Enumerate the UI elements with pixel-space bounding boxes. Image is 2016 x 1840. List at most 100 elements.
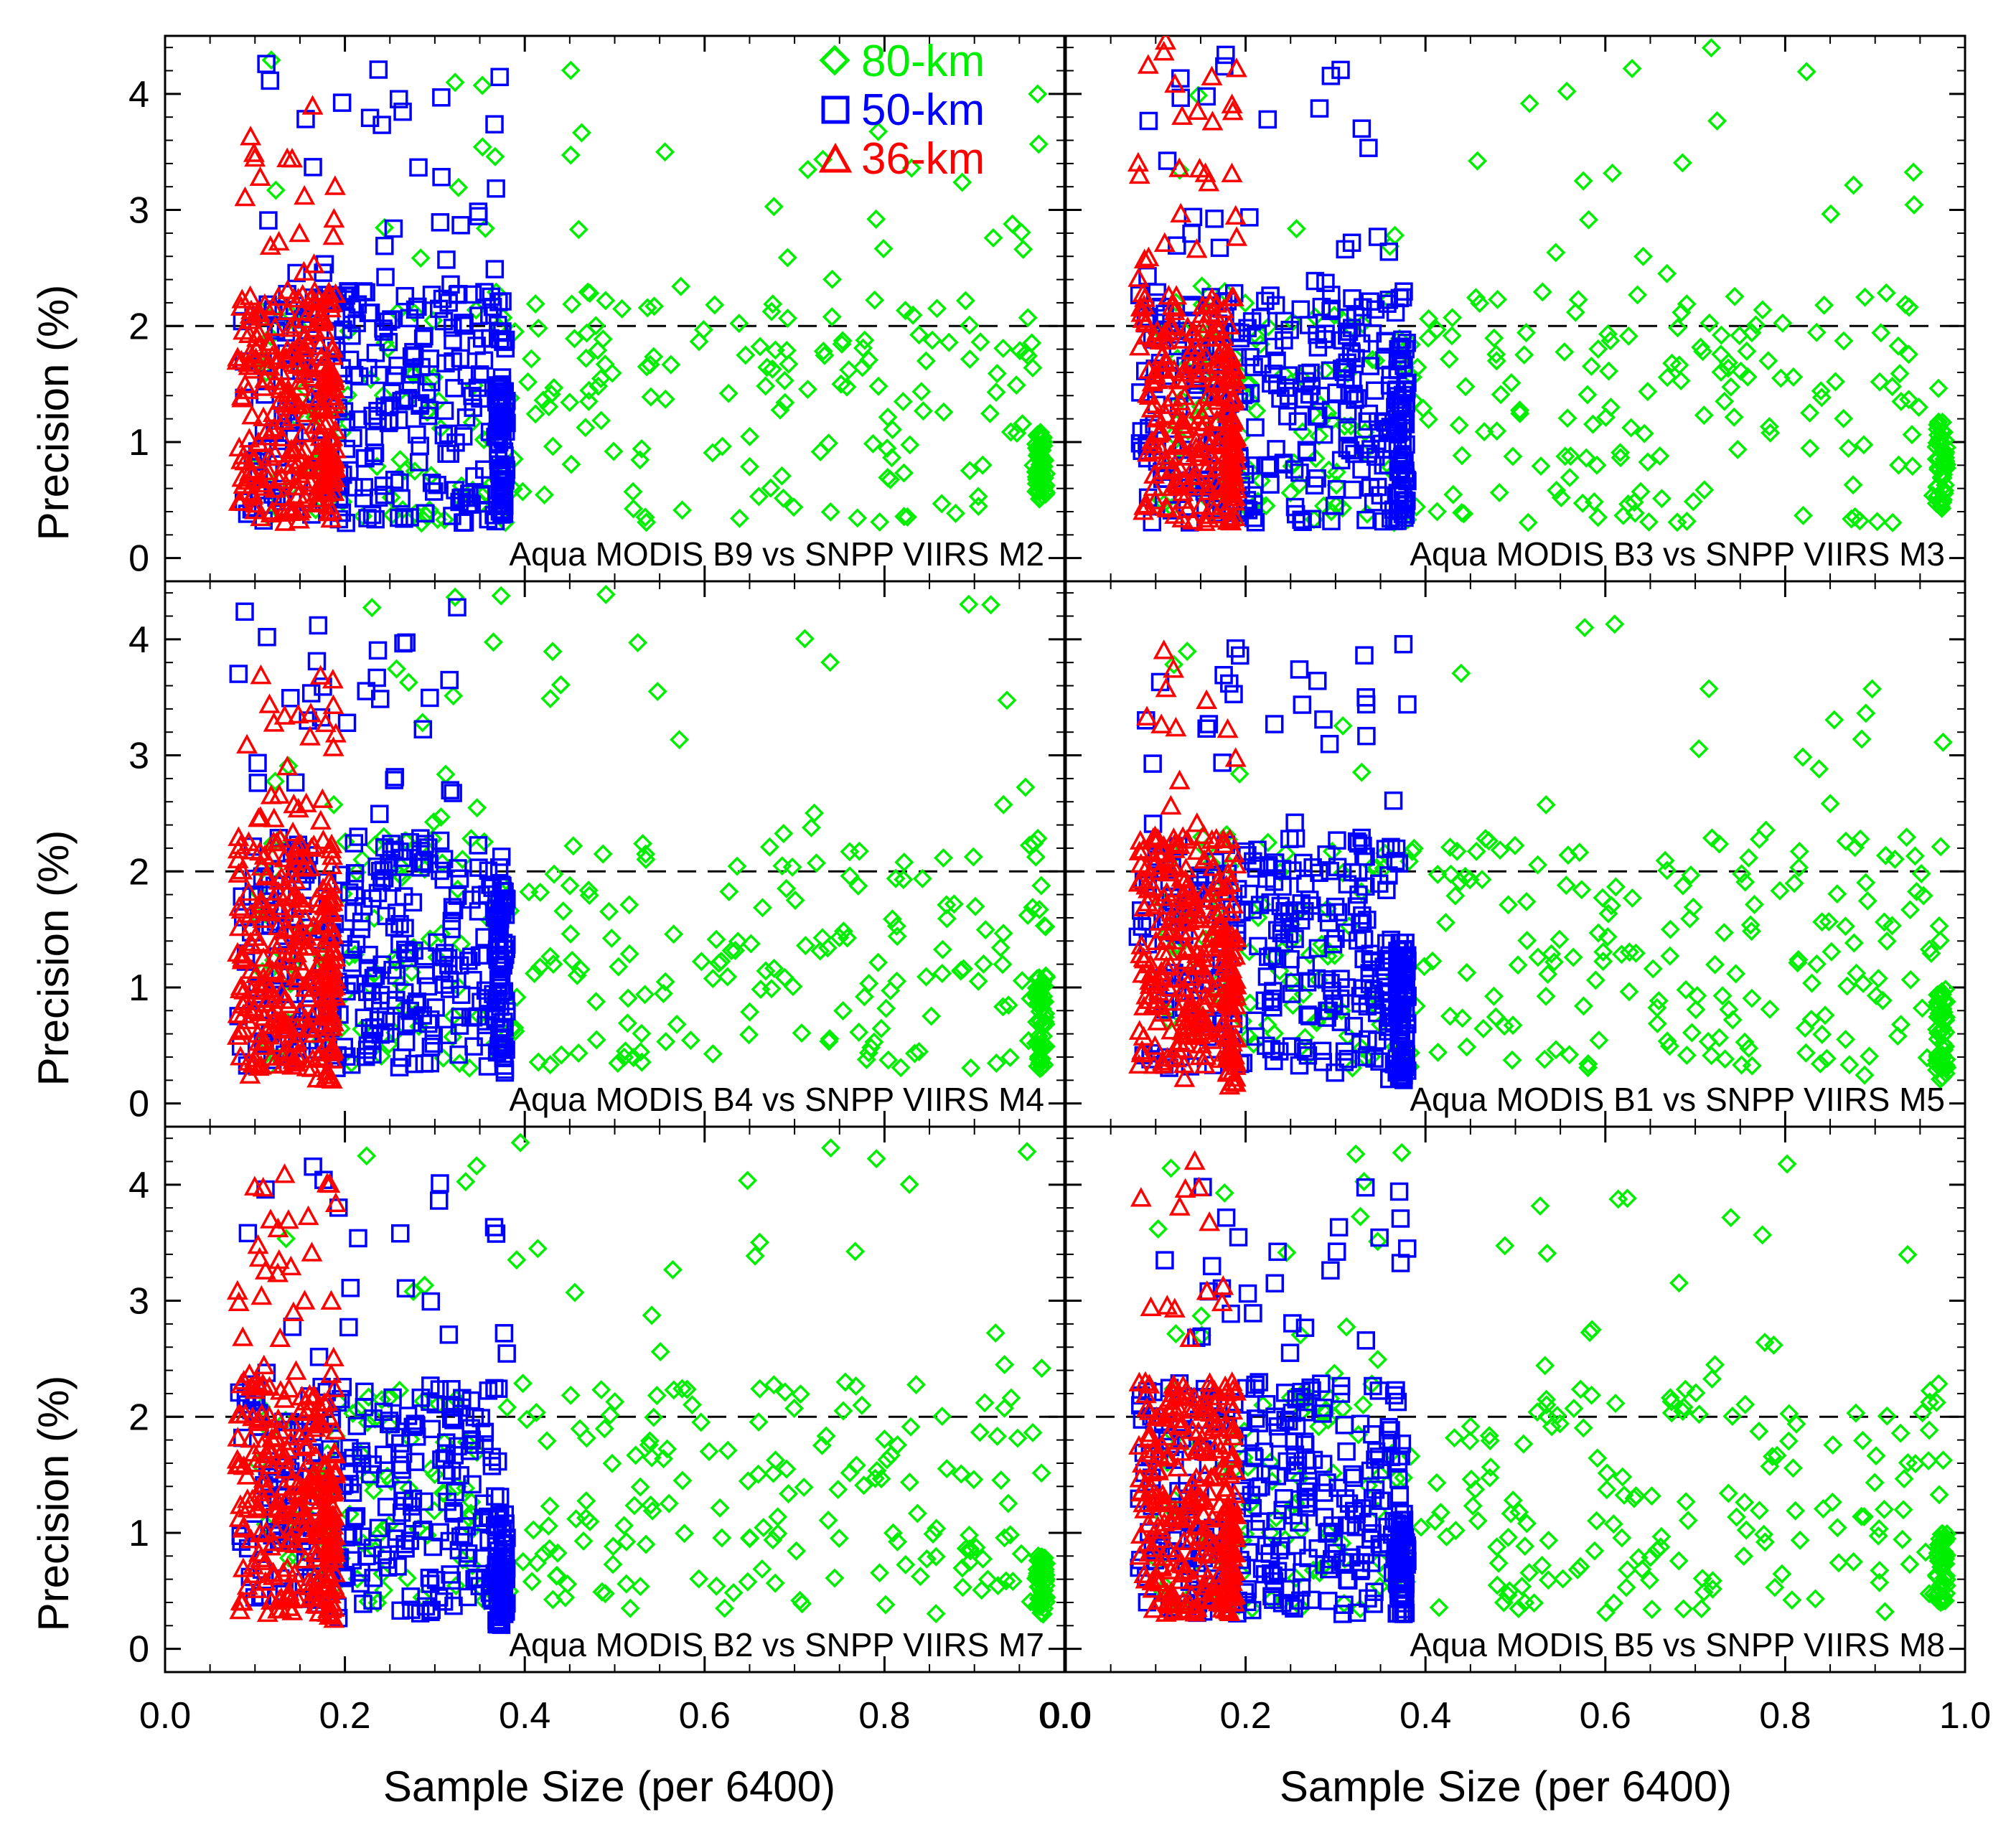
36km-marker — [303, 291, 325, 311]
36km-marker — [1143, 393, 1166, 413]
36km-marker — [1160, 954, 1181, 975]
50km-marker — [344, 834, 364, 853]
36km-marker — [283, 885, 306, 905]
36km-marker — [244, 146, 266, 167]
80km-marker — [775, 1382, 795, 1402]
80km-marker — [1547, 480, 1567, 500]
80km-marker — [1032, 1057, 1052, 1077]
80km-marker — [766, 1450, 786, 1470]
36km-marker — [264, 316, 286, 337]
80km-marker — [1427, 502, 1447, 522]
80km-marker — [591, 1380, 611, 1400]
36km-marker — [1193, 824, 1215, 844]
50km-marker — [1199, 715, 1219, 733]
36km-marker — [1171, 507, 1194, 527]
36km-marker — [1158, 854, 1180, 874]
80km-marker — [893, 392, 913, 412]
36km-marker — [321, 854, 343, 875]
80km-marker — [1016, 777, 1036, 797]
80km-marker — [636, 844, 656, 864]
36km-marker — [1186, 812, 1208, 832]
50km-marker — [1335, 1053, 1354, 1071]
50km-marker — [1384, 791, 1403, 810]
50km-marker — [1292, 510, 1311, 530]
80km-marker — [1560, 446, 1580, 466]
80km-marker — [1809, 759, 1829, 779]
80km-marker — [1819, 911, 1839, 931]
80km-marker — [922, 330, 942, 350]
80km-marker — [630, 1477, 650, 1497]
50km-marker — [355, 478, 374, 497]
80km-marker — [926, 1604, 946, 1624]
80km-marker — [1870, 372, 1890, 392]
80km-marker — [709, 953, 729, 973]
50km-marker — [286, 773, 305, 792]
80km-marker — [960, 1541, 980, 1561]
50km-marker — [444, 318, 462, 337]
80km-marker — [718, 967, 738, 987]
50km-marker — [248, 754, 267, 773]
50km-marker — [1380, 1069, 1399, 1089]
36km-marker — [294, 184, 316, 205]
50km-marker — [1320, 735, 1339, 754]
80km-marker — [1710, 1028, 1730, 1048]
36km-marker — [1221, 162, 1243, 183]
80km-marker — [1519, 93, 1539, 113]
80km-marker — [339, 1504, 360, 1524]
80km-marker — [1449, 416, 1469, 436]
36km-marker — [281, 147, 304, 168]
80km-marker — [787, 1541, 807, 1561]
80km-marker — [1546, 243, 1566, 263]
36km-marker — [253, 966, 275, 987]
50km-marker — [383, 960, 402, 980]
80km-marker — [729, 314, 749, 334]
80km-marker — [1028, 987, 1049, 1007]
50km-marker — [1265, 337, 1284, 357]
36km-marker — [308, 492, 330, 513]
36km-marker — [303, 834, 325, 855]
80km-marker — [661, 355, 681, 375]
50km-marker — [492, 505, 511, 524]
50km-marker — [1338, 875, 1357, 894]
80km-marker — [1033, 991, 1054, 1011]
50km-marker — [432, 168, 451, 187]
80km-marker — [896, 301, 915, 321]
50km-marker — [374, 477, 393, 495]
36km-marker — [287, 703, 309, 724]
36km-marker — [286, 835, 308, 855]
80km-marker — [1611, 443, 1631, 463]
50km-marker — [231, 1037, 250, 1056]
80km-marker — [602, 1453, 622, 1473]
80km-marker — [1505, 835, 1525, 855]
80km-marker — [689, 1569, 709, 1589]
80km-marker — [635, 507, 655, 527]
80km-marker — [876, 1595, 896, 1615]
36km-marker — [1225, 57, 1247, 78]
50km-marker — [492, 391, 512, 410]
36km-marker — [294, 439, 316, 459]
36km-marker — [1223, 435, 1245, 456]
y-tick-label: 4 — [128, 619, 149, 661]
50km-marker — [1300, 891, 1319, 909]
36km-marker — [1221, 347, 1243, 367]
80km-marker — [616, 1531, 637, 1552]
50km-marker — [397, 944, 416, 962]
50km-marker — [1252, 355, 1272, 374]
80km-marker — [619, 944, 639, 964]
50km-marker — [1310, 863, 1328, 882]
80km-marker — [1732, 864, 1752, 884]
80km-marker — [1900, 900, 1920, 920]
80km-marker — [968, 497, 988, 517]
36km-marker — [322, 949, 344, 970]
50km-marker — [1248, 326, 1267, 344]
36km-marker — [271, 1008, 293, 1028]
80km-marker — [1806, 322, 1827, 342]
80km-marker — [1926, 1019, 1946, 1039]
50km-marker — [482, 287, 501, 306]
36km-marker — [1215, 989, 1237, 1009]
50km-marker — [371, 861, 390, 881]
80km-marker — [1727, 439, 1748, 459]
80km-marker — [1468, 151, 1488, 171]
50km-marker — [479, 861, 498, 880]
80km-marker — [1745, 894, 1764, 914]
